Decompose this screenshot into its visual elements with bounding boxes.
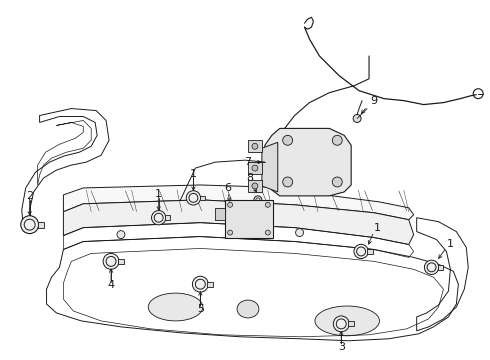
Polygon shape — [262, 142, 278, 192]
Text: 9: 9 — [370, 96, 378, 105]
Ellipse shape — [237, 300, 259, 318]
Circle shape — [424, 260, 439, 274]
Circle shape — [252, 143, 258, 149]
Circle shape — [283, 177, 293, 187]
Polygon shape — [265, 129, 351, 196]
Polygon shape — [63, 185, 414, 220]
Circle shape — [117, 231, 125, 239]
Circle shape — [246, 226, 254, 234]
Circle shape — [228, 230, 233, 235]
Bar — [348, 321, 354, 327]
Circle shape — [252, 165, 258, 171]
Text: 4: 4 — [107, 280, 115, 290]
Text: 1: 1 — [190, 169, 197, 179]
Text: 1: 1 — [155, 189, 162, 199]
Text: 5: 5 — [197, 304, 204, 314]
Circle shape — [151, 211, 166, 225]
Text: 7: 7 — [245, 157, 251, 167]
Circle shape — [332, 177, 342, 187]
Bar — [215, 208, 225, 220]
Circle shape — [228, 202, 233, 207]
Circle shape — [193, 276, 208, 292]
Circle shape — [283, 135, 293, 145]
Text: 6: 6 — [224, 183, 232, 193]
Bar — [225, 200, 273, 238]
Bar — [165, 216, 170, 220]
Bar — [207, 282, 213, 287]
Text: 2: 2 — [26, 191, 33, 201]
Text: 3: 3 — [338, 342, 345, 352]
Bar — [248, 180, 262, 192]
Circle shape — [354, 244, 368, 258]
Circle shape — [21, 216, 39, 234]
Text: 1: 1 — [373, 222, 380, 233]
Bar — [248, 162, 262, 174]
Circle shape — [266, 202, 270, 207]
Ellipse shape — [148, 293, 203, 321]
Bar — [248, 140, 262, 152]
Circle shape — [254, 196, 262, 204]
Circle shape — [186, 191, 200, 205]
Ellipse shape — [315, 306, 379, 336]
Circle shape — [333, 316, 349, 332]
Bar — [199, 195, 205, 200]
Bar — [438, 265, 443, 270]
Polygon shape — [63, 200, 414, 244]
Circle shape — [252, 183, 258, 189]
Bar — [118, 259, 124, 264]
Circle shape — [332, 135, 342, 145]
Circle shape — [295, 229, 303, 237]
Circle shape — [103, 253, 119, 269]
Text: 1: 1 — [447, 239, 454, 248]
Bar — [38, 222, 44, 228]
Text: 8: 8 — [246, 173, 253, 183]
Circle shape — [353, 114, 361, 122]
Circle shape — [266, 230, 270, 235]
Bar — [367, 249, 372, 254]
